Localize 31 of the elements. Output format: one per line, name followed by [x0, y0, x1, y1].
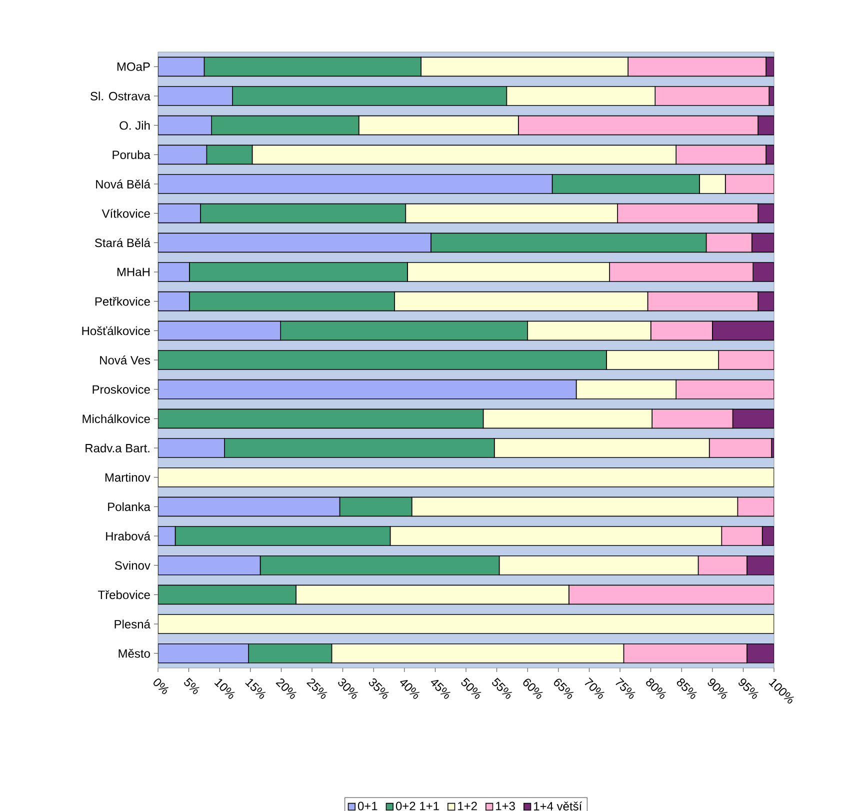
y-tick-label: Město: [118, 648, 150, 658]
y-tick-label: Petřkovice: [95, 296, 150, 306]
y-tick-label: Proskovice: [92, 384, 150, 394]
legend-label: 0+2 1+1: [396, 802, 439, 810]
y-tick-label: Nová Bělá: [96, 180, 150, 188]
x-tick-label: 0%: [154, 678, 169, 694]
y-tick-label: Nová Ves: [100, 356, 150, 364]
y-tick-label: Hošťálkovice: [82, 326, 150, 336]
x-tick-label: 10%: [214, 678, 235, 699]
y-tick-label: Martinov: [105, 472, 150, 482]
y-tick-label: Radv.a Bart.: [86, 444, 150, 452]
y-tick-label: MHaH: [117, 268, 150, 276]
legend-label: 0+1: [358, 802, 378, 810]
y-tick-label: Polanka: [108, 502, 150, 512]
y-tick-label: Stará Bělá: [94, 238, 150, 248]
y-tick-label: Vítkovice: [102, 208, 150, 218]
y-tick-label: Plesná: [114, 620, 150, 628]
y-tick-label: Michálkovice: [82, 414, 150, 424]
x-tick-label: 5%: [184, 678, 200, 694]
legend-label: 1+2: [458, 802, 477, 810]
x-tick-label: 45%: [430, 680, 451, 699]
y-tick-label: Třebovice: [98, 590, 150, 600]
y-tick-label: Poruba: [112, 150, 150, 160]
legend-label: 1+3: [496, 802, 515, 810]
legend-label: 1+4 větší: [534, 802, 582, 811]
x-tick-label: 40%: [400, 680, 420, 699]
y-tick-label: Svinov: [115, 560, 150, 570]
y-tick-label: MOaP: [117, 62, 150, 71]
y-tick-label: O. Jih: [120, 120, 150, 130]
y-tick-label: Hrabová: [106, 532, 150, 540]
y-tick-label: Sl. Ostrava: [90, 92, 150, 100]
